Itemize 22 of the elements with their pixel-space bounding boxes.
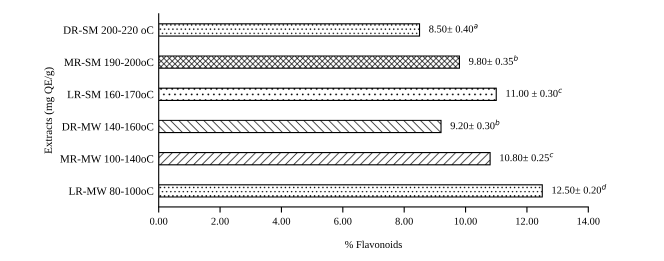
y-tick-label: LR-MW 80-100oC (68, 187, 154, 195)
y-tick-label: MR-MW 100-140oC (60, 155, 154, 163)
x-tick-label: 14.00 (578, 218, 600, 225)
data-label: 12.50± 0.20$^{d}$ (552, 184, 606, 194)
data-label: 9.80± 0.35$^{b}$ (468, 55, 518, 65)
y-tick-label: DR-MW 140-160oC (62, 122, 154, 131)
x-tick-label: 10.00 (454, 218, 477, 225)
x-tick-label: 0.00 (150, 218, 168, 225)
y-axis-title: Extracts (mg QE/g) (44, 67, 54, 154)
data-label: 8.50± 0.40$^{a}$ (429, 24, 478, 33)
x-tick-label: 12.00 (516, 218, 538, 225)
y-tick-label: MR-SM 190-200oC (64, 58, 154, 66)
x-axis-title: % Flavonoids (345, 240, 402, 248)
x-tick-label: 6.00 (334, 218, 352, 225)
y-tick-label: LR-SM 160-170oC (67, 90, 154, 98)
data-label: 9.20± 0.30$^{b}$ (450, 120, 500, 130)
y-tick-label: DR-SM 200-220 oC (63, 26, 154, 34)
data-label: 10.80± 0.25$^{c}$ (500, 153, 554, 162)
x-tick-label: 4.00 (272, 218, 290, 225)
x-tick-label: 2.00 (211, 218, 229, 225)
data-label: 11.00 ± 0.30$^{c}$ (506, 88, 562, 97)
x-tick-label: 8.00 (395, 218, 413, 225)
